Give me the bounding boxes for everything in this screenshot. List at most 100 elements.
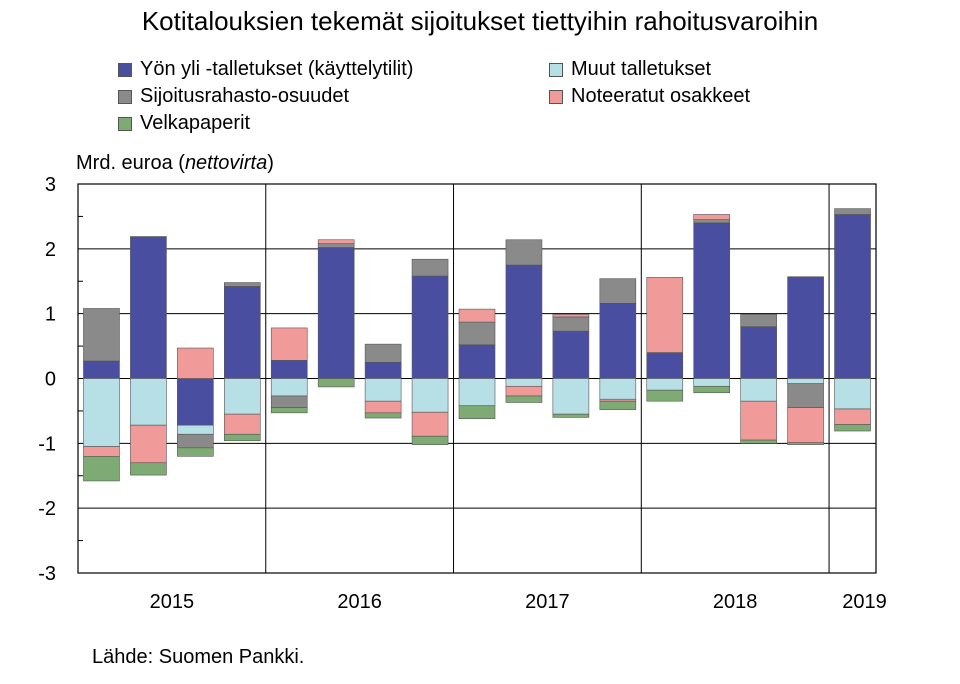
bar-segment	[552, 316, 590, 332]
legend-swatch-overnight-deposits	[118, 62, 132, 77]
chart-title: Kotitalouksien tekemät sijoitukset tiett…	[141, 6, 819, 36]
bar-segment	[646, 389, 684, 402]
bar-segment	[599, 378, 637, 400]
bar-segment	[177, 378, 214, 426]
bar-segment	[411, 435, 449, 445]
bar-segment	[270, 327, 308, 361]
bar-segment	[599, 278, 637, 304]
bar-segment	[130, 236, 167, 238]
bar-segment	[270, 378, 308, 397]
bar-segment	[458, 344, 496, 379]
bar-segment	[177, 424, 214, 435]
y-tick-label: -1	[38, 433, 56, 455]
bar-segment	[552, 314, 590, 318]
bar-segment	[599, 302, 637, 379]
bar-segment	[177, 347, 214, 379]
bar-segment	[693, 385, 731, 394]
legend-swatch-fund-shares	[118, 89, 132, 104]
legend-label-overnight-deposits: Yön yli -talletukset (käyttelytilit)	[140, 58, 414, 80]
bar-segment	[270, 360, 308, 379]
bar-segment	[693, 219, 731, 224]
bar-segment	[646, 352, 684, 379]
bar-segment	[223, 282, 261, 287]
bar-segment	[740, 326, 777, 379]
bar-segment	[411, 258, 449, 277]
bar-segment	[317, 243, 355, 248]
legend-label-debt-securities: Velkapaperit	[140, 112, 251, 134]
legend-swatch-debt-securities	[118, 116, 132, 131]
legend-label-fund-shares: Sijoitusrahasto-osuudet	[140, 85, 350, 107]
legend-swatch-listed-shares	[549, 89, 563, 104]
x-tick-label: 2019	[842, 591, 887, 613]
y-tick-label: -3	[38, 563, 56, 585]
bar-segment	[130, 424, 167, 464]
legend: Yön yli -talletukset (käyttelytilit) Muu…	[118, 56, 818, 140]
bar-segment	[83, 446, 120, 457]
bar-segment	[787, 442, 824, 445]
bar-segment	[740, 400, 777, 441]
bar-segment	[552, 330, 590, 379]
y-tick-label: 2	[45, 239, 56, 261]
bar-segment	[693, 214, 731, 220]
bar-segment	[505, 395, 543, 403]
bar-segment	[364, 343, 402, 363]
bar-segment	[834, 378, 871, 410]
bar-segment	[834, 208, 871, 215]
bar-segment	[552, 378, 590, 415]
legend-label-listed-shares: Noteeratut osakkeet	[571, 85, 750, 107]
bar-segment	[223, 433, 261, 442]
bar-segment	[177, 447, 214, 457]
x-tick-label: 2018	[713, 591, 758, 613]
bar-segment	[317, 378, 355, 388]
bar-segment	[740, 314, 777, 327]
bar-segment	[834, 214, 871, 379]
bar-segment	[364, 400, 402, 414]
bar-segment	[505, 385, 543, 397]
bar-segment	[411, 378, 449, 413]
bar-segment	[740, 439, 777, 444]
y-tick-label: 0	[45, 369, 56, 391]
y-tick-label: -2	[38, 498, 56, 520]
bar-segment	[83, 308, 120, 362]
legend-item: Noteeratut osakkeet	[549, 85, 750, 108]
y-tick-label: 3	[45, 174, 56, 196]
bar-segment	[364, 378, 402, 402]
bar-segment	[787, 276, 824, 379]
bar-segment	[364, 412, 402, 419]
bar-segment	[834, 408, 871, 425]
legend-item: Sijoitusrahasto-osuudet	[118, 85, 349, 108]
bar-segment	[505, 239, 543, 266]
bar-segment	[505, 264, 543, 379]
bar-segment	[223, 413, 261, 435]
bar-segment	[787, 383, 824, 408]
bar-segment	[83, 378, 120, 447]
bar-segment	[599, 400, 637, 410]
bar-segment	[83, 455, 120, 482]
bar-segment	[130, 236, 167, 379]
bar-segment	[317, 239, 355, 244]
legend-item: Muut talletukset	[549, 58, 711, 81]
bar-segment	[411, 275, 449, 379]
bar-segment	[317, 247, 355, 379]
bar-segment	[130, 378, 167, 426]
bar-segment	[177, 433, 214, 449]
source-note: Lähde: Suomen Pankki.	[92, 646, 305, 668]
legend-label-other-deposits: Muut talletukset	[571, 58, 712, 80]
bar-segment	[458, 321, 496, 346]
legend-swatch-other-deposits	[549, 62, 563, 77]
bar-segment	[270, 407, 308, 414]
bar-segment	[411, 411, 449, 437]
bar-segment	[364, 361, 402, 379]
bar-segment	[552, 413, 590, 418]
bar-segment	[787, 378, 824, 384]
bar-segment	[834, 424, 871, 432]
legend-item: Velkapaperit	[118, 112, 250, 135]
bar-segment	[646, 277, 684, 353]
bar-segment	[646, 378, 684, 391]
legend-item: Yön yli -talletukset (käyttelytilit)	[118, 58, 413, 81]
x-tick-label: 2016	[337, 591, 382, 613]
y-tick-label: 1	[45, 304, 56, 326]
bar-segment	[787, 407, 824, 443]
bar-segment	[740, 378, 777, 402]
